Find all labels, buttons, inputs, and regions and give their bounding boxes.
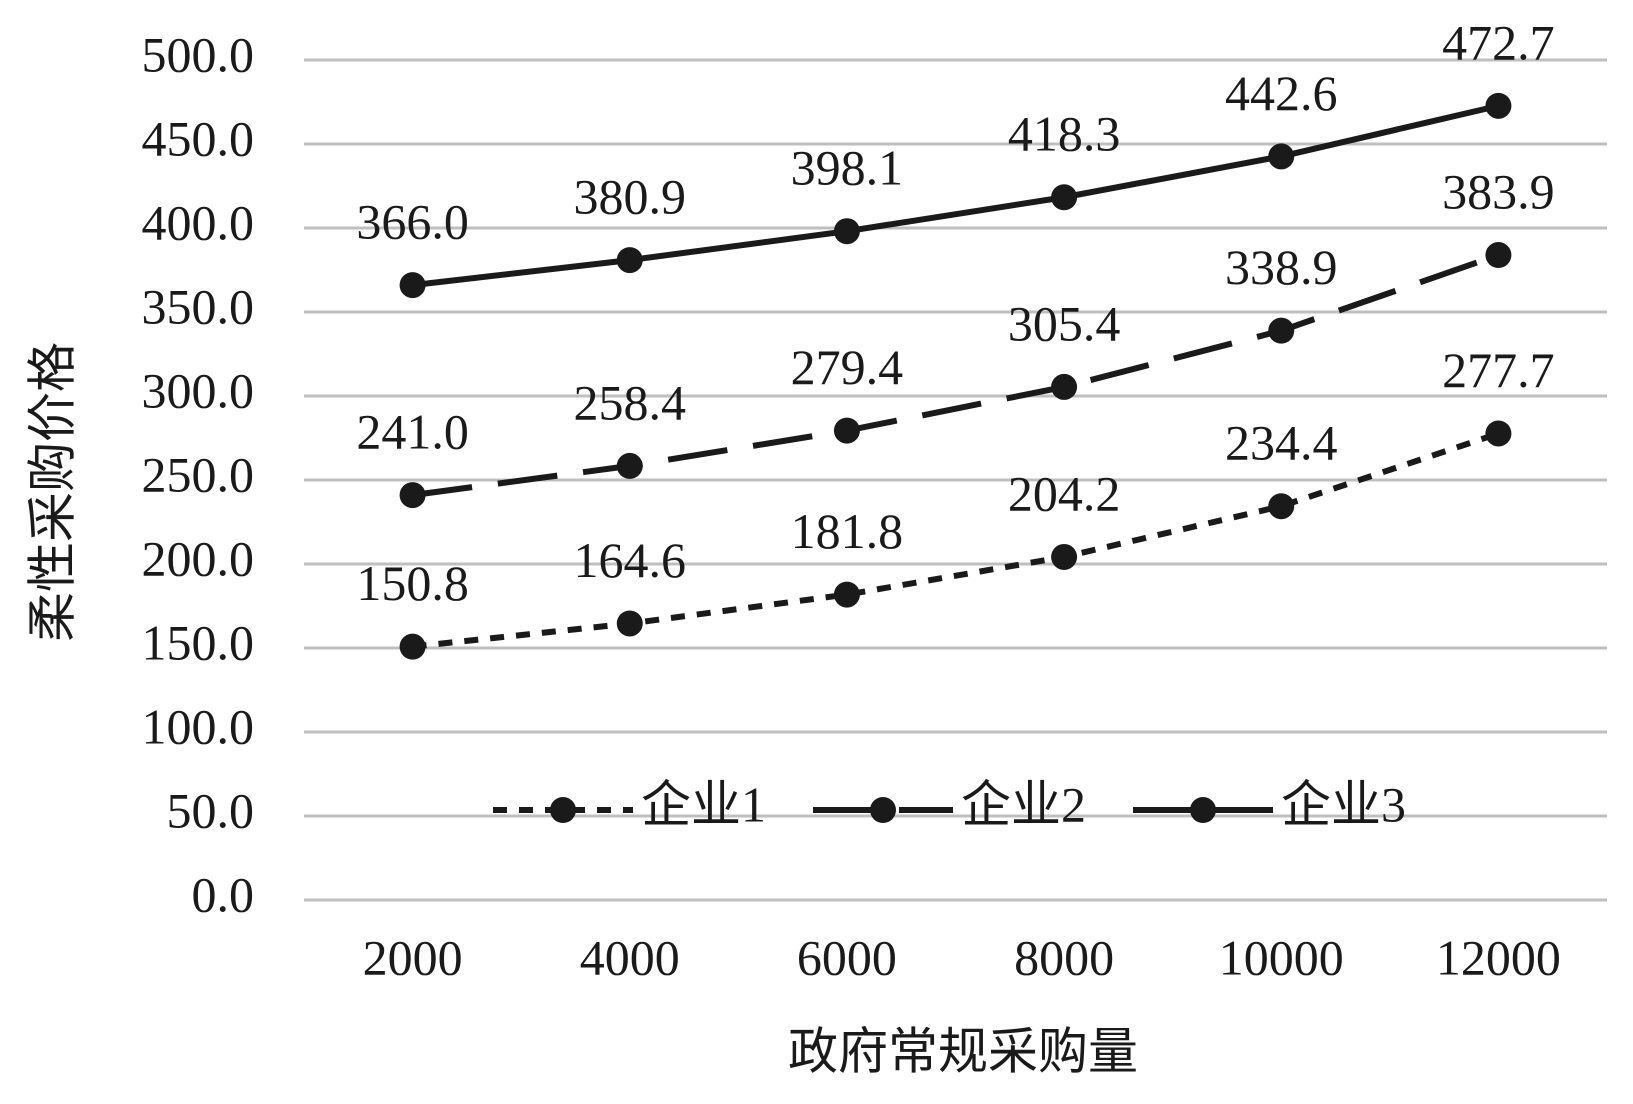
data-point bbox=[833, 581, 860, 608]
y-tick-label: 400.0 bbox=[142, 194, 255, 250]
y-tick-label: 300.0 bbox=[142, 362, 255, 418]
x-axis-title: 政府常规采购量 bbox=[788, 1023, 1138, 1079]
data-label: 398.1 bbox=[791, 140, 904, 196]
data-label: 150.8 bbox=[356, 555, 469, 611]
x-tick-label: 6000 bbox=[797, 929, 897, 985]
data-point bbox=[1051, 373, 1078, 400]
legend-marker bbox=[550, 797, 576, 823]
y-axis-title: 柔性采购价格 bbox=[24, 342, 80, 642]
legend-label: 企业3 bbox=[1281, 776, 1406, 832]
data-label: 204.2 bbox=[1008, 465, 1121, 521]
data-point bbox=[616, 247, 643, 274]
data-label: 383.9 bbox=[1442, 164, 1555, 220]
data-point bbox=[616, 610, 643, 637]
series-line bbox=[412, 430, 1500, 650]
data-point bbox=[833, 218, 860, 245]
y-tick-label: 150.0 bbox=[142, 614, 255, 670]
data-label: 234.4 bbox=[1225, 415, 1338, 471]
data-label: 472.7 bbox=[1442, 14, 1555, 70]
data-point bbox=[1485, 420, 1512, 447]
x-tick-label: 10000 bbox=[1219, 929, 1344, 985]
data-point bbox=[1051, 543, 1078, 570]
legend-marker bbox=[1190, 797, 1216, 823]
data-label: 279.4 bbox=[791, 339, 904, 395]
legend-marker bbox=[870, 797, 896, 823]
data-point bbox=[399, 633, 426, 660]
series-line bbox=[412, 252, 1500, 499]
data-point bbox=[1268, 493, 1295, 520]
data-label: 380.9 bbox=[574, 169, 687, 225]
data-label: 258.4 bbox=[574, 374, 687, 430]
y-tick-label: 0.0 bbox=[192, 866, 255, 922]
data-label: 366.0 bbox=[356, 194, 469, 250]
data-label: 164.6 bbox=[574, 532, 687, 588]
data-point bbox=[616, 452, 643, 479]
y-tick-label: 100.0 bbox=[142, 698, 255, 754]
legend-label: 企业1 bbox=[641, 776, 766, 832]
x-tick-label: 8000 bbox=[1014, 929, 1114, 985]
data-point bbox=[399, 272, 426, 299]
y-tick-label: 450.0 bbox=[142, 110, 255, 166]
data-label: 241.0 bbox=[356, 404, 469, 460]
x-tick-label: 4000 bbox=[580, 929, 680, 985]
data-point bbox=[399, 482, 426, 509]
data-point bbox=[1268, 317, 1295, 344]
data-point bbox=[1051, 184, 1078, 211]
y-tick-label: 500.0 bbox=[142, 26, 255, 82]
y-tick-label: 350.0 bbox=[142, 278, 255, 334]
y-tick-label: 250.0 bbox=[142, 446, 255, 502]
data-point bbox=[1485, 242, 1512, 269]
data-label: 305.4 bbox=[1008, 295, 1121, 351]
legend-label: 企业2 bbox=[961, 776, 1086, 832]
data-label: 277.7 bbox=[1442, 342, 1555, 398]
x-tick-label: 12000 bbox=[1436, 929, 1561, 985]
y-tick-label: 200.0 bbox=[142, 530, 255, 586]
data-label: 442.6 bbox=[1225, 65, 1338, 121]
data-label: 181.8 bbox=[791, 503, 904, 559]
data-point bbox=[833, 417, 860, 444]
data-point bbox=[1485, 92, 1512, 119]
series-line bbox=[412, 102, 1500, 289]
x-tick-label: 2000 bbox=[363, 929, 463, 985]
data-label: 338.9 bbox=[1225, 239, 1338, 295]
data-point bbox=[1268, 143, 1295, 170]
y-tick-label: 50.0 bbox=[167, 782, 255, 838]
data-label: 418.3 bbox=[1008, 106, 1121, 162]
